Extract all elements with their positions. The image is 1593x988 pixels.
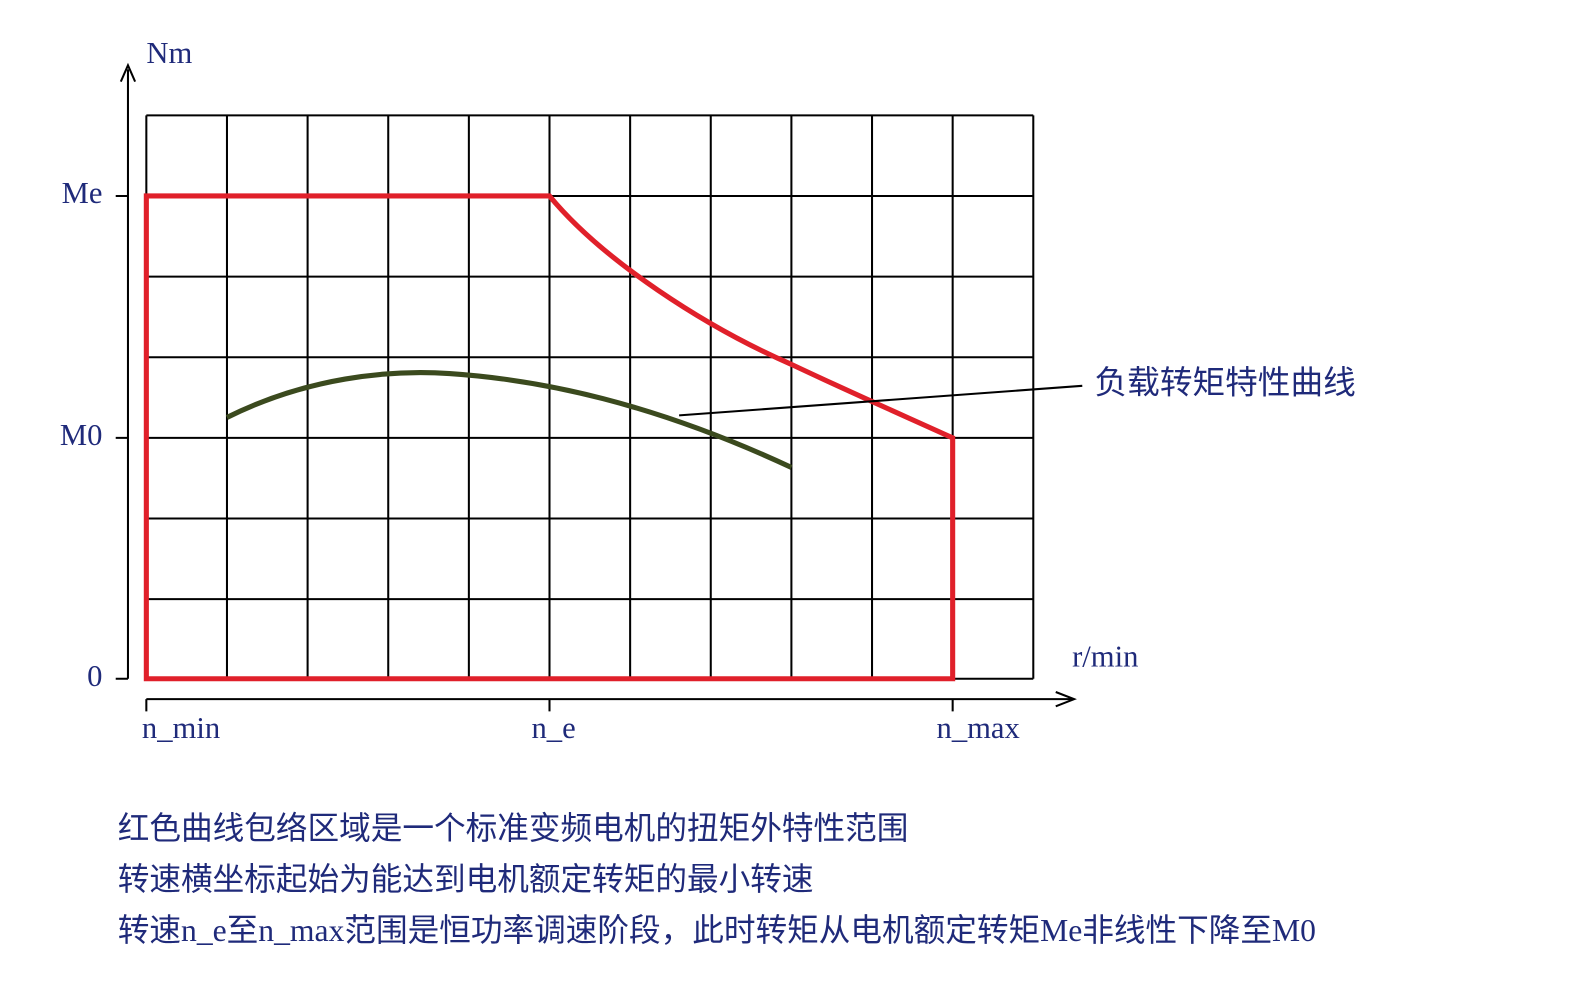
note: 红色曲线包络区域是一个标准变频电机的扭矩外特性范围 <box>118 811 909 846</box>
grid <box>145 114 1035 680</box>
callout-line <box>679 384 1083 417</box>
y-axis <box>119 62 137 679</box>
y-label: M0 <box>60 418 103 452</box>
note: 转速横坐标起始为能达到电机额定转矩的最小转速 <box>118 862 814 897</box>
y-unit: Nm <box>146 36 192 70</box>
y-ticks <box>115 194 128 680</box>
motor-envelope <box>143 193 956 682</box>
y-label: 0 <box>87 659 102 693</box>
callout-label: 负载转矩特性曲线 <box>1095 364 1356 401</box>
x-axis <box>146 691 1077 708</box>
x-label: n_min <box>142 711 220 745</box>
load-curve <box>225 370 793 470</box>
note: 转速n_e至n_max范围是恒功率调速阶段，此时转矩从电机额定转矩Me非线性下降… <box>118 913 1316 948</box>
x-ticks <box>145 699 954 712</box>
x-label: n_max <box>937 711 1020 745</box>
x-label: n_e <box>531 711 575 745</box>
y-label: Me <box>62 176 103 210</box>
x-unit: r/min <box>1072 639 1138 673</box>
